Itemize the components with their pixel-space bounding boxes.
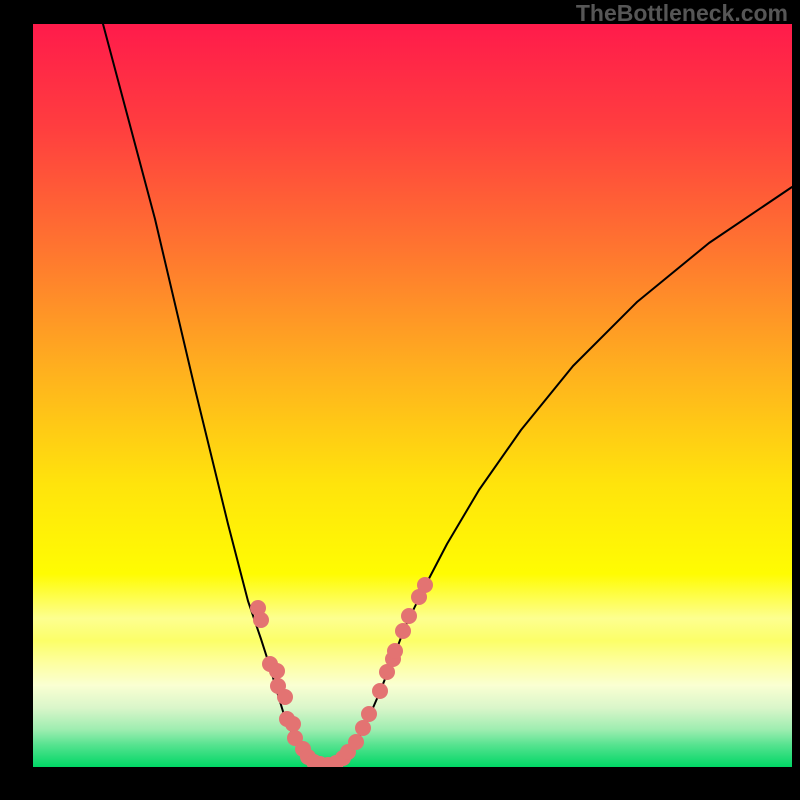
- frame-right: [792, 0, 800, 800]
- frame-bottom: [0, 767, 800, 800]
- gradient-background: [33, 24, 792, 767]
- plot-area: [33, 24, 792, 767]
- frame-left: [0, 0, 33, 800]
- frame-top: [0, 0, 800, 24]
